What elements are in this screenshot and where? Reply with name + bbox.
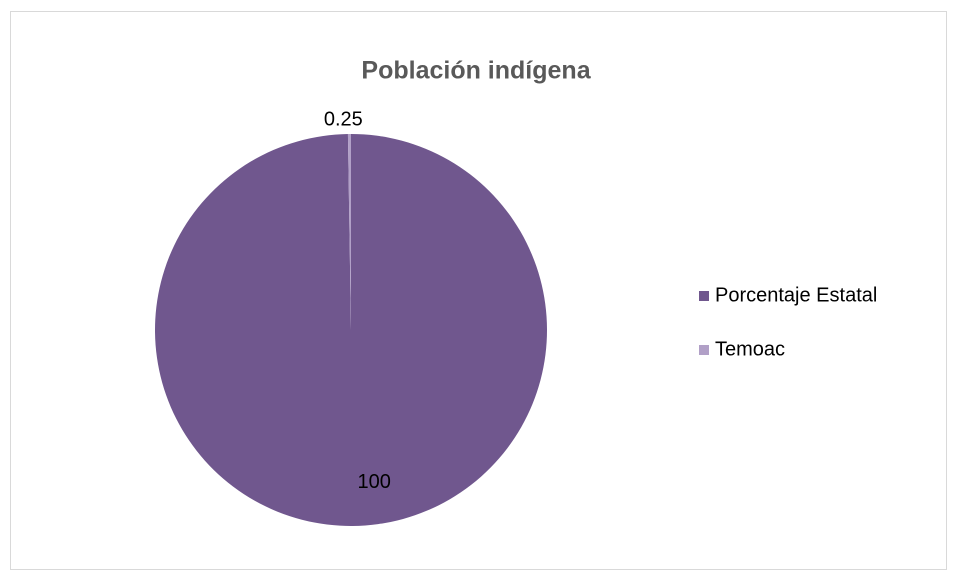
pie-slice xyxy=(347,134,351,330)
legend-swatch xyxy=(699,291,709,301)
data-label: 0.25 xyxy=(324,108,363,130)
legend-label: Temoac xyxy=(715,338,785,360)
legend-label: Porcentaje Estatal xyxy=(715,284,877,306)
pie-slice xyxy=(155,134,548,526)
data-label: 100 xyxy=(358,471,391,493)
legend-swatch xyxy=(699,345,709,355)
chart-title: Población indígena xyxy=(361,57,591,85)
